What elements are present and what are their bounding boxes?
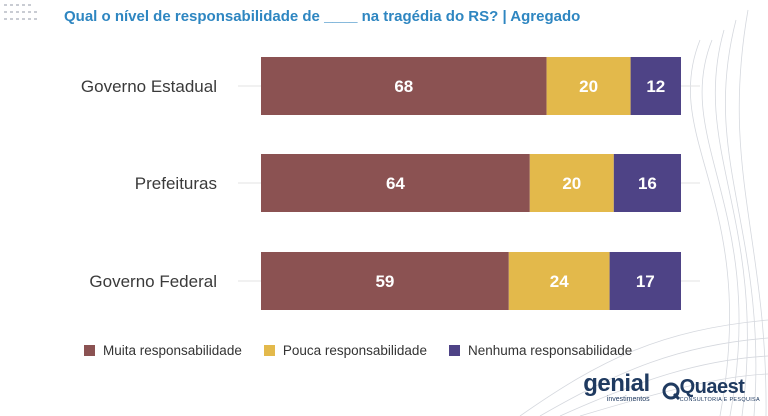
data-label: 17 — [636, 272, 655, 291]
data-label: 12 — [646, 77, 665, 96]
bar-segment — [261, 57, 547, 115]
bar-segment — [609, 252, 681, 310]
bar-segment — [261, 154, 530, 212]
bar-segment — [613, 154, 681, 212]
quaest-logo: Quaest CONSULTORIA E PESQUISA — [662, 377, 760, 404]
genial-logo: genial investimentos — [583, 370, 650, 404]
genial-logo-sub: investimentos — [606, 396, 650, 403]
legend-item-pouca: Pouca responsabilidade — [263, 343, 427, 358]
legend-swatch-nenhuma — [448, 345, 460, 356]
bar-segment — [630, 57, 681, 115]
quaest-logo-sub: CONSULTORIA E PESQUISA — [679, 397, 760, 403]
data-label: 20 — [579, 77, 598, 96]
legend: Muita responsabilidade Pouca responsabil… — [84, 343, 654, 358]
legend-item-nenhuma: Nenhuma responsabilidade — [448, 343, 633, 358]
category-label: Governo Estadual — [81, 77, 217, 96]
data-label: 20 — [562, 174, 581, 193]
bar-segment — [508, 252, 610, 310]
data-label: 24 — [550, 272, 569, 291]
legend-label-pouca: Pouca responsabilidade — [282, 343, 427, 358]
category-label: Governo Federal — [89, 272, 217, 291]
quaest-logo-icon — [662, 382, 680, 400]
quaest-logo-name: Quaest — [679, 376, 745, 398]
stacked-bar-chart: Governo Estadual 68 20 12 Prefeituras 64 20 16 G… — [81, 57, 700, 310]
legend-swatch-pouca — [263, 345, 275, 356]
legend-swatch-muita — [84, 345, 95, 356]
bar-segment — [261, 252, 509, 310]
genial-logo-name: genial — [583, 370, 650, 397]
chart-title: Qual o nível de responsabilidade de ____… — [64, 8, 581, 25]
data-label: 16 — [638, 174, 657, 193]
legend-label-muita: Muita responsabilidade — [103, 343, 242, 358]
legend-label-nenhuma: Nenhuma responsabilidade — [467, 343, 633, 358]
category-label: Prefeituras — [135, 174, 217, 193]
bar-segment — [529, 154, 614, 212]
data-label: 59 — [375, 272, 394, 291]
bar-segment — [546, 57, 631, 115]
decorative-dot-grid — [4, 4, 37, 20]
logos: genial investimentos Quaest CONSULTORIA … — [583, 372, 760, 404]
data-label: 64 — [386, 174, 405, 193]
data-label: 68 — [394, 77, 413, 96]
legend-item-muita: Muita responsabilidade — [84, 343, 242, 358]
